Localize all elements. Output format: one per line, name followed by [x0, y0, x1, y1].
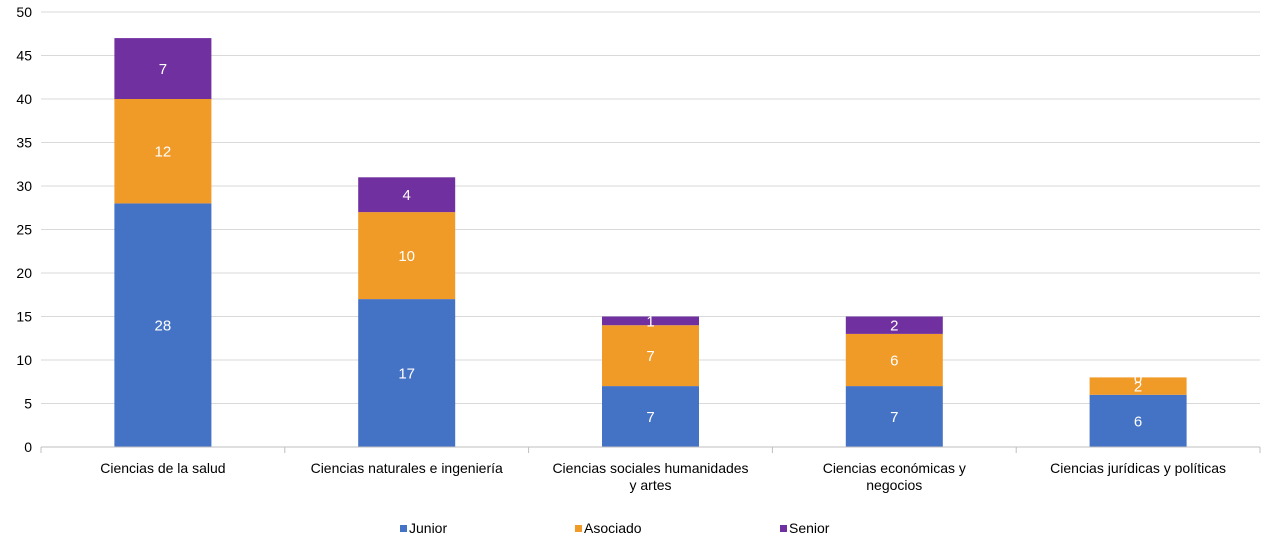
bar-segment-senior [602, 316, 699, 326]
y-tick-label: 25 [16, 222, 32, 238]
bar-segment-senior [358, 177, 456, 213]
x-axis: Ciencias de la salud Ciencias naturales e… [40, 446, 1261, 493]
legend-swatch-senior [780, 525, 787, 532]
data-label: 17 [398, 366, 415, 383]
legend-label-senior: Senior [789, 520, 830, 536]
bar-segment-asociado [845, 333, 943, 387]
y-tick-label: 0 [24, 439, 32, 455]
bar-segment-asociado [1089, 377, 1187, 395]
x-category-label: Ciencias económicas y negocios [823, 460, 966, 493]
x-category-label: Ciencias jurídicas y políticas [1050, 460, 1226, 476]
data-label: 7 [646, 348, 654, 365]
data-label: 2 [1134, 379, 1142, 396]
legend-swatch-asociado [575, 525, 582, 532]
bar-segment-asociado [602, 325, 699, 387]
gridlines [41, 11, 1260, 404]
data-label: 6 [1134, 413, 1142, 430]
data-label: 4 [403, 187, 411, 204]
y-tick-label: 30 [16, 178, 32, 194]
data-label: 1 [646, 313, 654, 330]
data-label: 0 [1134, 370, 1142, 387]
bar-segment-senior [114, 38, 212, 99]
bar-segment-asociado [358, 212, 456, 300]
data-label: 10 [398, 248, 415, 265]
y-tick-label: 10 [16, 352, 32, 368]
bar-segment-junior [358, 299, 456, 447]
data-label: 7 [159, 61, 167, 78]
x-category-label: Ciencias sociales humanidades y artes [552, 460, 748, 493]
legend: Junior Asociado Senior [400, 520, 830, 536]
y-tick-label: 5 [24, 396, 32, 412]
bar-segment-junior [845, 386, 943, 447]
legend-label-junior: Junior [409, 520, 447, 536]
y-tick-label: 50 [16, 4, 32, 20]
legend-label-asociado: Asociado [584, 520, 642, 536]
bar-segment-asociado [114, 99, 212, 204]
y-tick-label: 45 [16, 48, 32, 64]
y-tick-label: 20 [16, 265, 32, 281]
y-tick-label: 15 [16, 309, 32, 325]
data-label: 28 [155, 318, 172, 335]
y-tick-label: 40 [16, 91, 32, 107]
data-label: 12 [155, 144, 172, 161]
bar-segment-senior [845, 316, 943, 334]
x-category-label: Ciencias de la salud [100, 460, 225, 476]
data-label: 7 [646, 409, 654, 426]
data-label: 6 [890, 353, 898, 370]
y-axis: 0 5 10 15 20 25 30 35 40 45 50 [16, 4, 32, 455]
data-label: 2 [890, 318, 898, 335]
bar-segment-junior [114, 203, 212, 447]
bar-segment-junior [602, 386, 699, 447]
legend-swatch-junior [400, 525, 407, 532]
bar-segment-junior [1089, 394, 1187, 447]
data-label: 7 [890, 409, 898, 426]
x-category-label: Ciencias naturales e ingeniería [311, 460, 503, 476]
y-tick-label: 35 [16, 135, 32, 151]
